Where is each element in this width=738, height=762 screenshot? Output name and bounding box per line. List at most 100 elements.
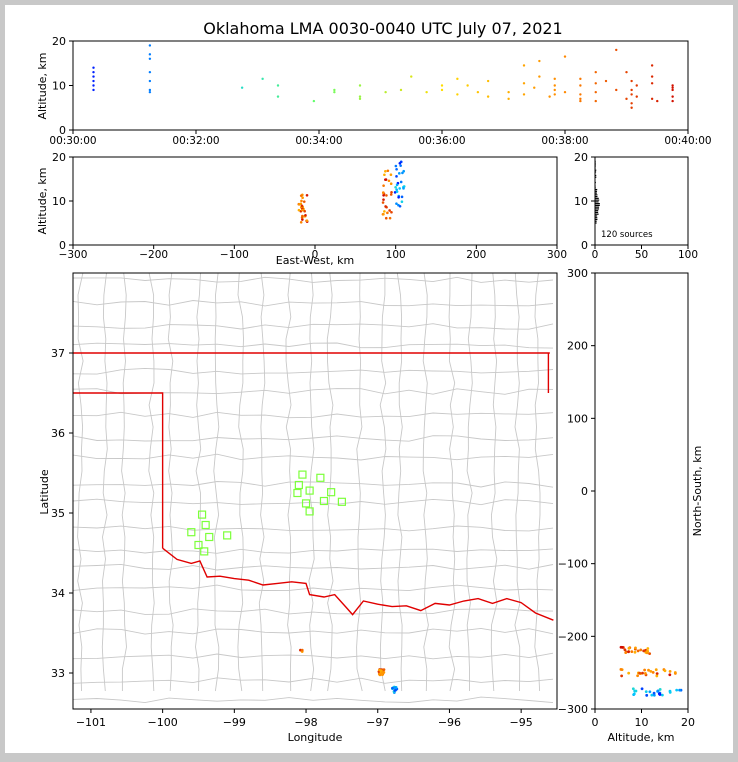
time-altitude-point	[399, 88, 403, 92]
plan-source-point	[300, 648, 304, 652]
county-line-horizontal	[73, 481, 554, 488]
plan-source-point	[391, 686, 394, 690]
time-altitude-point	[538, 75, 541, 78]
time-altitude-point	[635, 95, 638, 98]
time-altitude-point	[630, 79, 633, 83]
time-altitude-point	[671, 88, 674, 92]
county-line-vertical	[285, 273, 292, 692]
ns-x-tick-label: 10	[635, 716, 649, 729]
hist-y-tick-label: 0	[581, 239, 588, 252]
ew-altitude-point	[398, 161, 402, 165]
lon-tick-label: −97	[366, 716, 389, 729]
time-altitude-point	[650, 97, 654, 101]
time-altitude-point	[604, 79, 608, 83]
figure-title: Oklahoma LMA 0030-0040 UTC July 07, 2021	[203, 19, 562, 38]
ns-altitude-point	[649, 669, 653, 673]
time-altitude-point	[533, 86, 536, 89]
time-altitude-point	[563, 90, 567, 94]
lma-station-marker	[319, 496, 329, 506]
time-altitude-point	[92, 66, 95, 69]
ns-altitude-point	[636, 649, 640, 653]
ns-altitude-point	[641, 671, 644, 675]
plan-source-point	[378, 673, 382, 677]
ns-y-tick-label: 100	[567, 412, 588, 425]
ns-altitude-point	[668, 690, 672, 694]
ew-altitude-point	[388, 209, 391, 212]
ns-altitude-point	[652, 691, 656, 695]
ew-altitude-point	[397, 195, 400, 199]
lma-station-marker	[301, 499, 311, 508]
county-line-vertical	[148, 273, 155, 692]
ew-altitude-point	[304, 213, 307, 217]
county-line-horizontal	[73, 627, 554, 635]
ns-altitude-point	[638, 671, 642, 675]
time-altitude-point	[594, 70, 597, 74]
time-altitude-point	[148, 90, 152, 94]
county-line-vertical	[308, 273, 315, 692]
ew-altitude-point	[393, 191, 397, 194]
time-altitude-point	[486, 79, 490, 83]
time-altitude-point	[92, 75, 95, 78]
ew-altitude-point	[300, 216, 304, 219]
ew-altitude-point	[384, 169, 387, 173]
time-altitude-y-axis-label: Altitude, km	[36, 52, 49, 119]
ns-y-tick-label: 0	[581, 485, 588, 498]
time-altitude-point	[553, 88, 556, 92]
time-altitude-point	[92, 84, 95, 87]
lat-tick-label: 37	[51, 347, 65, 360]
time-altitude-point	[358, 84, 362, 87]
ns-altitude-point	[623, 648, 627, 652]
lma-station-marker	[223, 531, 232, 540]
lon-tick-label: −96	[438, 716, 461, 729]
ew-altitude-point	[402, 187, 405, 190]
county-line-vertical	[101, 273, 108, 692]
ew-altitude-point	[305, 219, 309, 223]
county-line-vertical	[213, 273, 220, 692]
time-altitude-point	[440, 88, 444, 92]
lat-tick-label: 34	[51, 587, 65, 600]
county-line-vertical	[466, 273, 473, 691]
ns-altitude-point	[648, 690, 652, 694]
ew-altitude-point	[297, 208, 301, 212]
ew-altitude-point	[394, 185, 397, 189]
lma-station-marker	[316, 473, 325, 482]
time-altitude-point	[594, 90, 597, 94]
plan-source-point	[382, 668, 386, 672]
ns-altitude-point	[631, 687, 635, 691]
ew-tick-label: 300	[547, 249, 567, 261]
time-altitude-point	[538, 59, 541, 63]
time-altitude-point	[671, 86, 674, 89]
lat-tick-label: 36	[51, 427, 65, 440]
lon-tick-label: −95	[510, 716, 533, 729]
time-altitude-point	[625, 97, 628, 101]
time-tick-label: 00:34:00	[295, 135, 342, 147]
county-line-vertical	[422, 273, 429, 692]
time-altitude-point	[507, 90, 510, 94]
time-altitude-point	[148, 57, 152, 60]
county-line-vertical	[514, 273, 521, 692]
ns-altitude-point	[656, 690, 659, 693]
time-altitude-point	[425, 90, 428, 94]
county-line-horizontal	[73, 300, 554, 307]
lon-tick-label: −98	[294, 716, 317, 729]
lon-tick-label: −100	[148, 716, 178, 729]
altitude-tick-label: 10	[52, 80, 66, 93]
plan-view-axes	[72, 272, 558, 710]
county-line-vertical	[534, 273, 541, 692]
time-altitude-point	[594, 99, 597, 103]
time-tick-label: 00:38:00	[541, 135, 588, 147]
ns-altitude-point	[643, 672, 647, 675]
ns-altitude-point	[650, 693, 654, 697]
ew-altitude-point	[298, 203, 301, 206]
ew-altitude-point	[389, 193, 393, 196]
ns-altitude-point	[634, 646, 637, 650]
time-altitude-point	[358, 97, 362, 101]
county-line-vertical	[77, 273, 84, 692]
time-altitude-point	[440, 84, 444, 87]
hist-y-tick-label: 10	[574, 195, 588, 208]
ns-altitude-point	[627, 671, 631, 675]
hist-tick-label: 100	[678, 249, 698, 261]
time-altitude-point	[522, 82, 526, 85]
time-altitude-point	[553, 77, 556, 81]
